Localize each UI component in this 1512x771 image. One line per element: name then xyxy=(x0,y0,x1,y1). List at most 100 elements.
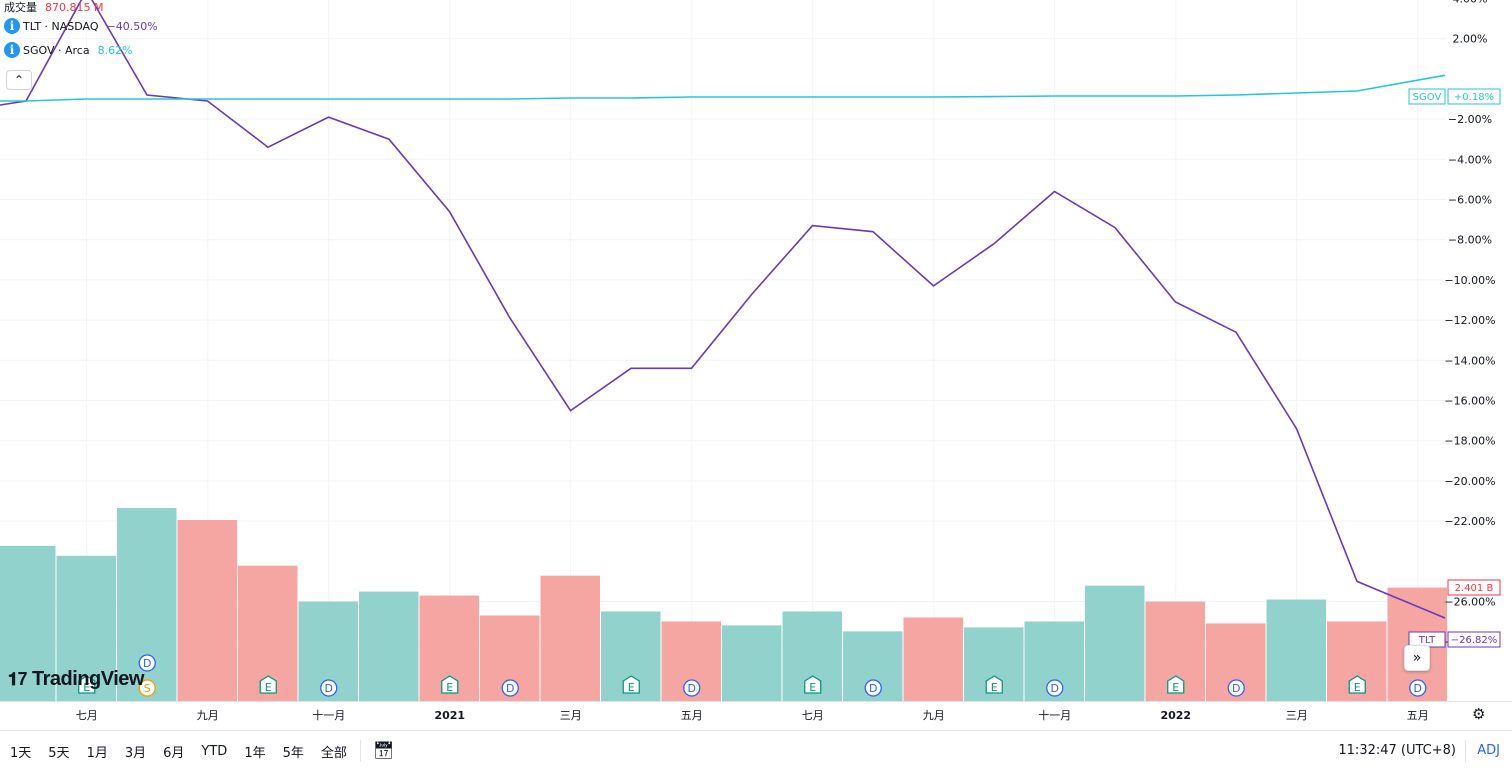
y-tick-label: −26.00% xyxy=(1444,596,1495,609)
y-tick-label: −14.00% xyxy=(1444,354,1495,367)
price-badges: SGOV +0.18% 2.401 B TLT −26.82% xyxy=(1408,88,1501,648)
earnings-label: E xyxy=(83,681,90,694)
earnings-label: E xyxy=(991,681,998,694)
sgov-symbol: SGOV · Arca xyxy=(23,43,90,57)
volume-bar xyxy=(359,591,419,701)
y-tick-label: −8.00% xyxy=(1448,234,1492,247)
scroll-to-realtime-button[interactable]: » xyxy=(1404,645,1430,671)
earnings-label: E xyxy=(809,681,816,694)
x-tick-label: 九月 xyxy=(923,709,945,722)
x-tick-label: 九月 xyxy=(197,709,219,722)
x-tick-label: 七月 xyxy=(802,709,824,722)
y-tick-label: −16.00% xyxy=(1444,395,1495,408)
sgov-badge-value: +0.18% xyxy=(1454,92,1494,103)
volume-label: 成交量 xyxy=(4,0,37,14)
dividend-icon xyxy=(1409,679,1427,697)
range-5y[interactable]: 5年 xyxy=(282,745,304,761)
sgov-badge-label-box xyxy=(1408,88,1446,105)
y-tick-label: 4.00% xyxy=(1453,0,1488,6)
toolbar-divider xyxy=(359,740,361,762)
tlt-symbol: TLT · NASDAQ xyxy=(23,19,99,33)
adj-toggle[interactable]: ADJ xyxy=(1477,743,1500,758)
legend-tlt[interactable]: i TLT · NASDAQ −40.50% xyxy=(4,14,158,38)
y-tick-label: −18.00% xyxy=(1444,435,1495,448)
earnings-icon xyxy=(985,675,1003,694)
toolbar-divider xyxy=(1465,740,1466,762)
volume-bar xyxy=(903,617,963,701)
calendar-icon[interactable]: 📅︎ xyxy=(372,741,395,761)
y-tick-label: −22.00% xyxy=(1444,515,1495,528)
x-tick-label: 三月 xyxy=(560,709,582,722)
collapse-legend-button[interactable]: ⌃ xyxy=(6,70,32,90)
y-tick-label: −2.00% xyxy=(1448,113,1492,126)
dividend-icon xyxy=(138,654,156,672)
range-all[interactable]: 全部 xyxy=(320,745,347,761)
dividend-icon xyxy=(1227,679,1245,697)
dividend-icon xyxy=(1046,679,1064,697)
range-6m[interactable]: 6月 xyxy=(163,745,185,761)
earnings-icon xyxy=(1348,675,1366,694)
tlt-badge-value: −26.82% xyxy=(1451,635,1498,646)
x-tick-label: 三月 xyxy=(1286,709,1308,722)
y-axis[interactable]: 4.00% 2.00% −2.00% −4.00% −6.00% −8.00% −10.00… xyxy=(1444,0,1495,649)
legend: 成交量 870.815 M i TLT · NASDAQ −40.50% i S… xyxy=(4,0,158,62)
tradingview-logo[interactable]: 𝟏7 TradingView xyxy=(8,668,144,691)
x-tick-label: 十一月 xyxy=(312,708,345,722)
info-icon[interactable]: i xyxy=(4,18,20,34)
split-label: S xyxy=(144,682,151,695)
dividend-icon xyxy=(501,679,519,697)
earnings-label: E xyxy=(1172,681,1179,694)
legend-sgov[interactable]: i SGOV · Arca 8.62% xyxy=(4,38,158,62)
range-1y[interactable]: 1年 xyxy=(244,745,266,761)
dividend-label: D xyxy=(1051,682,1059,695)
range-3m[interactable]: 3月 xyxy=(124,745,147,761)
x-tick-label: 五月 xyxy=(1407,709,1429,722)
bottom-toolbar: 1天 5天 1月 3月 6月 YTD 1年 5年 全部 📅︎ 11:32:47 … xyxy=(0,730,1512,771)
range-1d[interactable]: 1天 xyxy=(10,745,32,761)
volume-value: 870.815 M xyxy=(45,0,104,14)
chevron-up-icon: ⌃ xyxy=(13,73,25,87)
earnings-icon xyxy=(78,675,96,694)
dividend-label: D xyxy=(1232,682,1240,695)
clock[interactable]: 11:32:47 (UTC+8) xyxy=(1338,743,1456,758)
y-tick-label: −4.00% xyxy=(1448,153,1492,166)
double-chevron-right-icon: » xyxy=(1412,650,1422,666)
x-tick-label: 七月 xyxy=(76,709,98,722)
y-tick-label: 2.00% xyxy=(1453,33,1488,46)
gear-icon[interactable]: ⚙ xyxy=(1472,705,1486,723)
range-ytd[interactable]: YTD xyxy=(201,743,228,759)
series-lines xyxy=(0,0,1446,619)
dividend-icon xyxy=(320,679,338,697)
y-tick-label: −20.00% xyxy=(1444,475,1495,488)
event-markers: EDS E D E D E D E D E D E D E D xyxy=(78,654,1427,697)
series-line-tlt xyxy=(0,0,1446,619)
x-tick-label: 2022 xyxy=(1160,709,1191,722)
volume-bar xyxy=(540,575,600,701)
x-tick-label: 五月 xyxy=(681,709,703,722)
volume-bar xyxy=(1266,599,1326,701)
sgov-change: 8.62% xyxy=(97,43,133,57)
range-5d[interactable]: 5天 xyxy=(48,745,70,761)
tlt-change: −40.50% xyxy=(106,19,158,33)
legend-volume: 成交量 870.815 M xyxy=(4,0,158,14)
dividend-label: D xyxy=(143,657,151,670)
series-line-sgov xyxy=(0,74,1446,102)
earnings-label: E xyxy=(1354,681,1361,694)
volume-badge-value-box xyxy=(1447,579,1501,596)
range-1m[interactable]: 1月 xyxy=(86,745,108,761)
earnings-label: E xyxy=(628,681,635,694)
earnings-label: E xyxy=(265,681,272,694)
dividend-label: D xyxy=(1414,682,1422,695)
info-icon[interactable]: i xyxy=(4,42,20,58)
tlt-badge-label: TLT xyxy=(1418,635,1436,646)
split-icon xyxy=(138,679,156,697)
x-axis[interactable]: 七月 九月 十一月 2021 三月 五月 七月 九月 十一月 2022 三月 五月 xyxy=(0,701,1512,723)
dividend-label: D xyxy=(869,682,877,695)
dividend-icon xyxy=(864,679,882,697)
y-tick-label: −10.00% xyxy=(1444,274,1495,287)
sgov-badge-value-box xyxy=(1447,88,1501,105)
earnings-icon xyxy=(441,675,459,694)
dividend-label: D xyxy=(688,682,696,695)
earnings-icon xyxy=(622,675,640,694)
